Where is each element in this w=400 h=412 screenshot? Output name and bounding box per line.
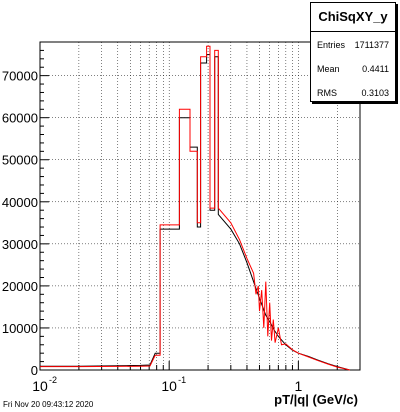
x-tick-exponent: -2 — [49, 375, 57, 385]
y-tick-label: 40000 — [2, 195, 38, 210]
plot-frame — [39, 41, 361, 371]
series-red-line — [40, 45, 350, 371]
stats-value: 0.4411 — [362, 64, 389, 74]
x-tick-label: 10 — [161, 378, 177, 394]
stats-row-mean: Mean 0.4411 — [311, 56, 395, 80]
x-tick-label: 10 — [32, 378, 48, 394]
stats-key: Mean — [317, 64, 340, 74]
x-axis-label: pT/|q| (GeV/c) — [274, 392, 358, 407]
y-tick-label: 50000 — [2, 153, 38, 168]
x-tick-exponent: -1 — [178, 375, 186, 385]
y-tick-label: 60000 — [2, 111, 38, 126]
y-tick-label: 70000 — [2, 69, 38, 84]
stats-title: ChiSqXY_y — [311, 3, 395, 32]
y-tick-label: 20000 — [2, 279, 38, 294]
stats-value: 0.3103 — [361, 88, 389, 98]
timestamp-footer: Fri Nov 20 09:43:12 2020 — [3, 400, 94, 409]
stats-key: Entries — [317, 40, 346, 50]
x-tick-label: 1 — [294, 378, 302, 394]
series-black-line — [40, 54, 350, 371]
stats-key: RMS — [317, 88, 337, 98]
y-tick-label: 0 — [31, 363, 38, 378]
stats-row-rms: RMS 0.3103 — [311, 80, 395, 104]
stats-row-entries: Entries 1711377 — [311, 32, 395, 56]
y-tick-label: 10000 — [2, 321, 38, 336]
y-tick-label: 30000 — [2, 237, 38, 252]
grid-lines — [39, 42, 361, 370]
stats-value: 1711377 — [354, 40, 389, 50]
series-group — [40, 45, 350, 371]
stats-box: ChiSqXY_y Entries 1711377 Mean 0.4411 RM… — [310, 2, 396, 102]
